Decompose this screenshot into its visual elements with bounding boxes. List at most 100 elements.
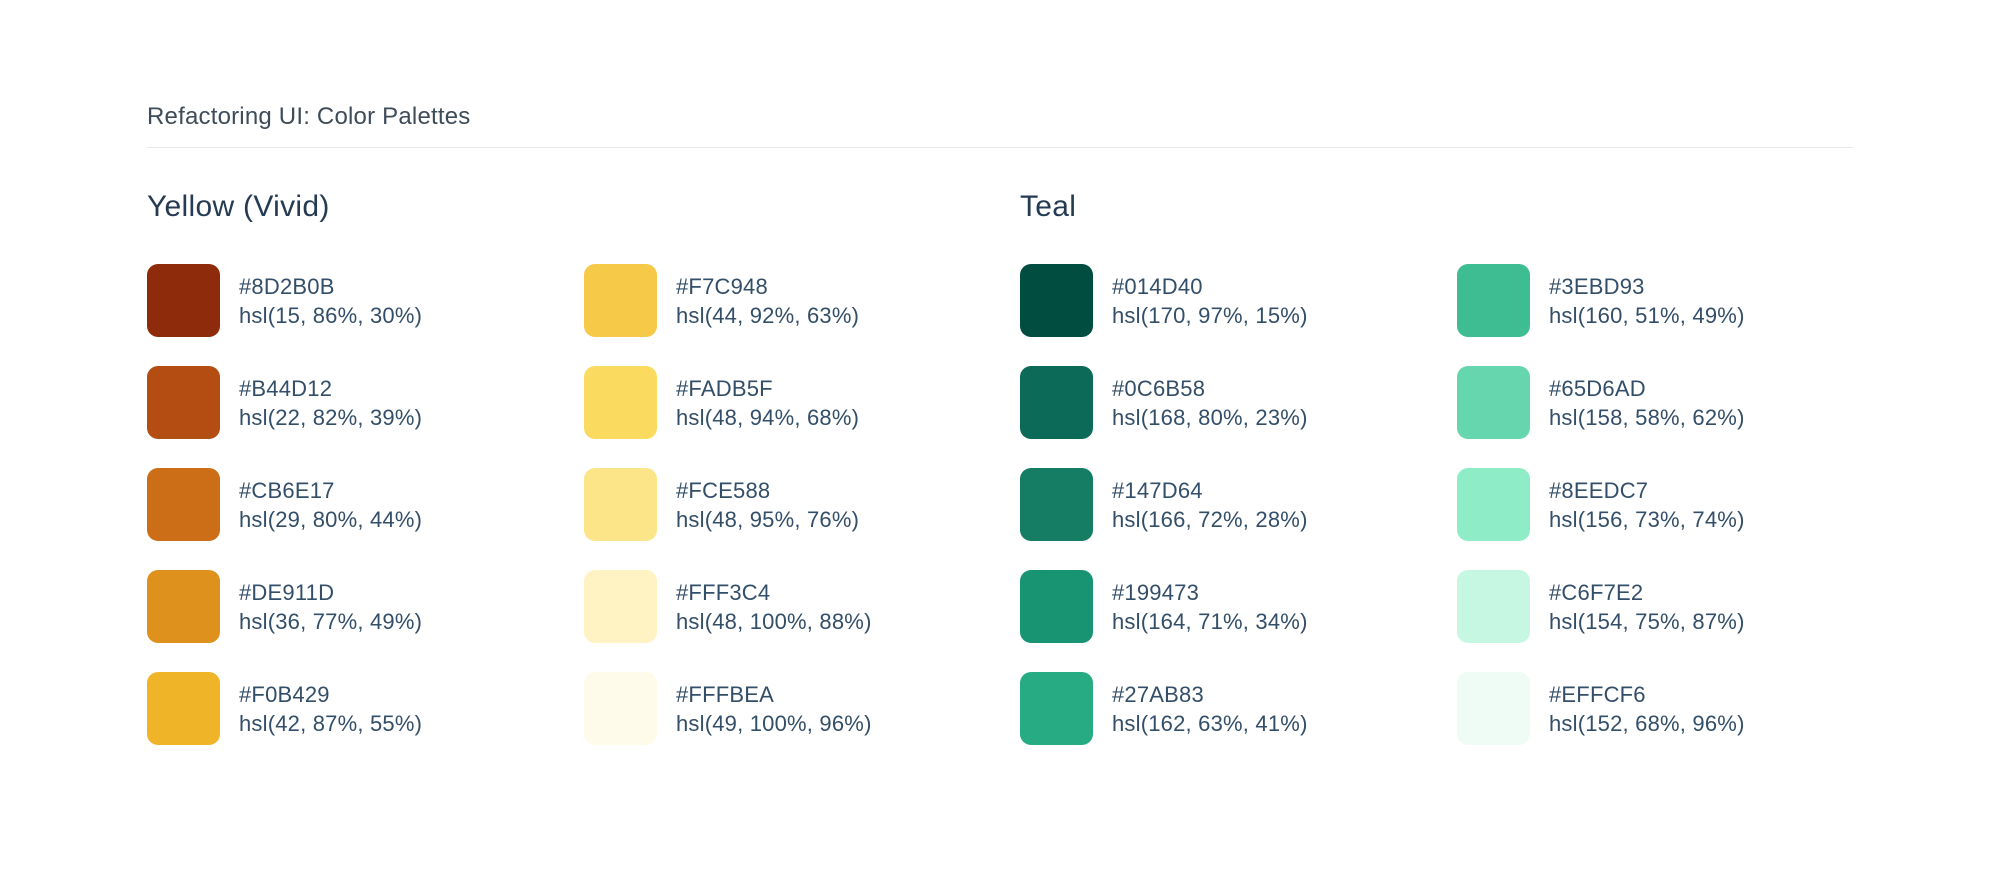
- hsl-label: hsl(15, 86%, 30%): [239, 302, 423, 328]
- color-swatch: [147, 570, 220, 643]
- swatch-row: #DE911D hsl(36, 77%, 49%): [147, 570, 584, 643]
- color-swatch: [1020, 672, 1093, 745]
- hex-label: #F7C948: [676, 273, 768, 299]
- swatch-labels: #B44D12 hsl(22, 82%, 39%): [239, 374, 422, 432]
- hex-label: #8D2B0B: [239, 273, 335, 299]
- color-swatch: [1020, 570, 1093, 643]
- hex-label: #CB6E17: [239, 477, 335, 503]
- color-swatch: [1457, 264, 1530, 337]
- hex-label: #F0B429: [239, 681, 330, 707]
- swatch-row: #147D64 hsl(166, 72%, 28%): [1020, 468, 1457, 541]
- swatch-labels: #F0B429 hsl(42, 87%, 55%): [239, 680, 422, 738]
- hsl-label: hsl(48, 100%, 88%): [676, 608, 872, 634]
- color-swatch: [147, 264, 220, 337]
- swatch-labels: #DE911D hsl(36, 77%, 49%): [239, 578, 422, 636]
- swatch-labels: #CB6E17 hsl(29, 80%, 44%): [239, 476, 422, 534]
- color-swatch: [1020, 264, 1093, 337]
- hex-label: #014D40: [1112, 273, 1203, 299]
- hsl-label: hsl(154, 75%, 87%): [1549, 608, 1745, 634]
- color-swatch: [1020, 468, 1093, 541]
- hex-label: #C6F7E2: [1549, 579, 1644, 605]
- color-swatch: [1457, 468, 1530, 541]
- hsl-label: hsl(22, 82%, 39%): [239, 404, 423, 430]
- color-swatch: [147, 366, 220, 439]
- color-swatch: [1457, 366, 1530, 439]
- swatch-row: #65D6AD hsl(158, 58%, 62%): [1457, 366, 1894, 439]
- color-swatch: [584, 468, 657, 541]
- palette-title: Teal: [1020, 190, 1077, 223]
- page-header: Refactoring UI: Color Palettes: [147, 103, 1853, 148]
- hex-label: #27AB83: [1112, 681, 1204, 707]
- hsl-label: hsl(48, 94%, 68%): [676, 404, 860, 430]
- swatch-row: #3EBD93 hsl(160, 51%, 49%): [1457, 264, 1894, 337]
- color-swatch: [584, 366, 657, 439]
- swatch-labels: #FFF3C4 hsl(48, 100%, 88%): [676, 578, 872, 636]
- palette-section: Yellow (Vivid) #8D2B0B hsl(15, 86%, 30%)…: [147, 188, 1020, 745]
- swatch-grid: #014D40 hsl(170, 97%, 15%) #0C6B58 hsl(1…: [1020, 264, 1893, 745]
- color-swatch: [147, 672, 220, 745]
- color-swatch: [584, 264, 657, 337]
- hsl-label: hsl(36, 77%, 49%): [239, 608, 423, 634]
- swatch-labels: #147D64 hsl(166, 72%, 28%): [1112, 476, 1308, 534]
- hex-label: #0C6B58: [1112, 375, 1206, 401]
- swatch-labels: #8EEDC7 hsl(156, 73%, 74%): [1549, 476, 1745, 534]
- swatch-labels: #014D40 hsl(170, 97%, 15%): [1112, 272, 1308, 330]
- hex-label: #65D6AD: [1549, 375, 1646, 401]
- hex-label: #FADB5F: [676, 375, 773, 401]
- swatch-labels: #EFFCF6 hsl(152, 68%, 96%): [1549, 680, 1745, 738]
- swatch-row: #EFFCF6 hsl(152, 68%, 96%): [1457, 672, 1894, 745]
- swatch-grid: #8D2B0B hsl(15, 86%, 30%) #B44D12 hsl(22…: [147, 264, 1020, 745]
- swatch-row: #F0B429 hsl(42, 87%, 55%): [147, 672, 584, 745]
- swatch-row: #FADB5F hsl(48, 94%, 68%): [584, 366, 1021, 439]
- swatch-row: #F7C948 hsl(44, 92%, 63%): [584, 264, 1021, 337]
- page-title: Refactoring UI: Color Palettes: [147, 103, 471, 130]
- hex-label: #199473: [1112, 579, 1200, 605]
- swatch-labels: #FCE588 hsl(48, 95%, 76%): [676, 476, 859, 534]
- hsl-label: hsl(160, 51%, 49%): [1549, 302, 1745, 328]
- hex-label: #147D64: [1112, 477, 1203, 503]
- swatch-row: #B44D12 hsl(22, 82%, 39%): [147, 366, 584, 439]
- hex-label: #B44D12: [239, 375, 333, 401]
- hsl-label: hsl(42, 87%, 55%): [239, 710, 423, 736]
- hex-label: #3EBD93: [1549, 273, 1645, 299]
- swatch-labels: #F7C948 hsl(44, 92%, 63%): [676, 272, 859, 330]
- hsl-label: hsl(168, 80%, 23%): [1112, 404, 1308, 430]
- swatch-row: #FFFBEA hsl(49, 100%, 96%): [584, 672, 1021, 745]
- swatch-row: #C6F7E2 hsl(154, 75%, 87%): [1457, 570, 1894, 643]
- swatch-row: #FFF3C4 hsl(48, 100%, 88%): [584, 570, 1021, 643]
- hsl-label: hsl(164, 71%, 34%): [1112, 608, 1308, 634]
- hex-label: #FFFBEA: [676, 681, 774, 707]
- hsl-label: hsl(170, 97%, 15%): [1112, 302, 1308, 328]
- hex-label: #FCE588: [676, 477, 771, 503]
- divider: [147, 147, 1853, 148]
- hsl-label: hsl(49, 100%, 96%): [676, 710, 872, 736]
- hsl-label: hsl(152, 68%, 96%): [1549, 710, 1745, 736]
- swatch-labels: #C6F7E2 hsl(154, 75%, 87%): [1549, 578, 1745, 636]
- swatch-labels: #8D2B0B hsl(15, 86%, 30%): [239, 272, 422, 330]
- color-swatch: [584, 672, 657, 745]
- hex-label: #FFF3C4: [676, 579, 771, 605]
- swatch-labels: #FADB5F hsl(48, 94%, 68%): [676, 374, 859, 432]
- hex-label: #8EEDC7: [1549, 477, 1649, 503]
- swatch-row: #27AB83 hsl(162, 63%, 41%): [1020, 672, 1457, 745]
- palette-sections: Yellow (Vivid) #8D2B0B hsl(15, 86%, 30%)…: [147, 188, 1853, 745]
- page-container: Refactoring UI: Color Palettes Yellow (V…: [147, 103, 1853, 745]
- swatch-labels: #3EBD93 hsl(160, 51%, 49%): [1549, 272, 1745, 330]
- color-swatch: [1020, 366, 1093, 439]
- hsl-label: hsl(166, 72%, 28%): [1112, 506, 1308, 532]
- swatch-row: #014D40 hsl(170, 97%, 15%): [1020, 264, 1457, 337]
- swatch-row: #CB6E17 hsl(29, 80%, 44%): [147, 468, 584, 541]
- hsl-label: hsl(44, 92%, 63%): [676, 302, 860, 328]
- hsl-label: hsl(156, 73%, 74%): [1549, 506, 1745, 532]
- color-swatch: [147, 468, 220, 541]
- palette-section: Teal #014D40 hsl(170, 97%, 15%) #0C6B58 …: [1020, 188, 1893, 745]
- swatch-labels: #65D6AD hsl(158, 58%, 62%): [1549, 374, 1745, 432]
- color-swatch: [1457, 570, 1530, 643]
- palette-title: Yellow (Vivid): [147, 190, 330, 223]
- swatch-labels: #FFFBEA hsl(49, 100%, 96%): [676, 680, 872, 738]
- hsl-label: hsl(48, 95%, 76%): [676, 506, 860, 532]
- color-swatch: [1457, 672, 1530, 745]
- swatch-row: #FCE588 hsl(48, 95%, 76%): [584, 468, 1021, 541]
- swatch-labels: #199473 hsl(164, 71%, 34%): [1112, 578, 1308, 636]
- color-swatch: [584, 570, 657, 643]
